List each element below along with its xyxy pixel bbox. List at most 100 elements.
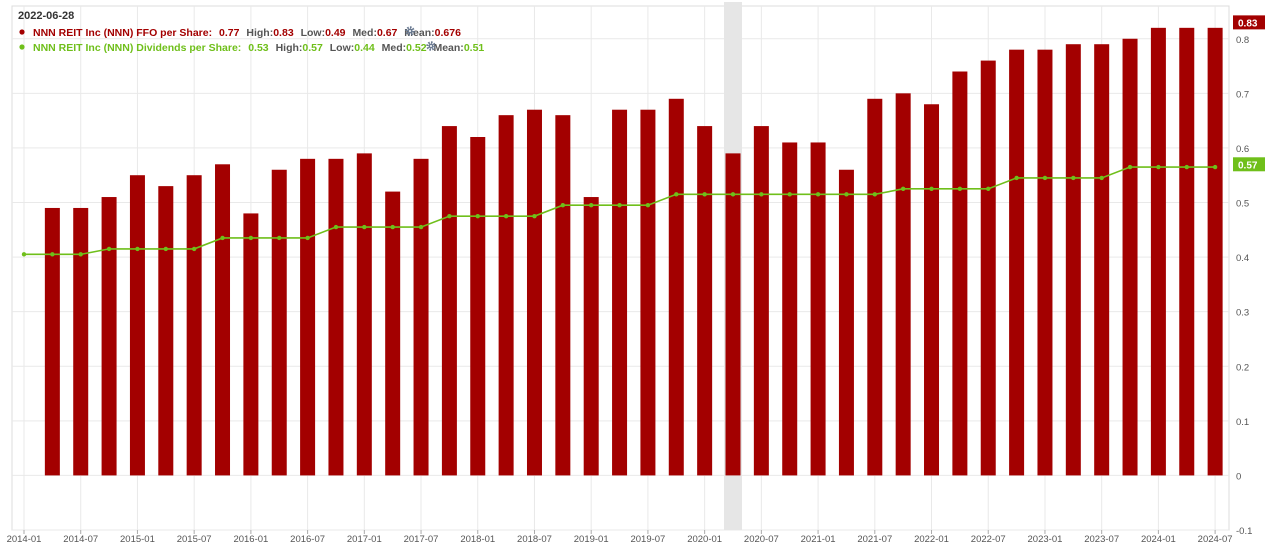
dividends-line-series [21, 164, 1218, 257]
last-value-labels: 0.83 0.57 [1233, 15, 1265, 172]
ffo-bar [101, 197, 117, 476]
y-tick-label: 0.8 [1236, 35, 1249, 46]
dividends-point [50, 252, 55, 257]
x-tick-label: 2022-07 [971, 534, 1006, 545]
x-tick-label: 2015-07 [177, 534, 212, 545]
ffo-bar [867, 98, 883, 476]
x-tick-label: 2014-07 [63, 534, 98, 545]
dividends-point [1212, 164, 1218, 170]
ffo-bar [385, 191, 401, 476]
dividends-point [1042, 175, 1048, 181]
svg-text:NNN REIT Inc (NNN) FFO per Sha: NNN REIT Inc (NNN) FFO per Share: 0.77 H… [33, 27, 461, 39]
ffo-bar [924, 104, 940, 476]
legend-stat-label: High: [246, 27, 273, 39]
legend-stat-value: 0.676 [435, 27, 461, 39]
dividends-point [362, 224, 367, 230]
ffo-bar [498, 115, 514, 476]
ffo-bar [838, 169, 854, 476]
y-tick-label: 0.1 [1236, 417, 1249, 428]
x-tick-label: 2019-07 [630, 534, 665, 545]
ffo-bar [470, 137, 486, 476]
y-tick-label: -0.1 [1236, 526, 1252, 537]
legend-entry-dividends: NNN REIT Inc (NNN) Dividends per Share: … [19, 41, 484, 54]
x-tick-label: 2021-01 [801, 534, 836, 545]
dividends-point [645, 203, 651, 208]
ffo-bar [328, 158, 344, 476]
x-tick-label: 2022-01 [914, 534, 949, 545]
dividends-point [78, 252, 83, 257]
dividends-point [1071, 175, 1076, 181]
ffo-bar [300, 158, 316, 476]
ffo-bar [1122, 38, 1138, 476]
legend-stat-label: Mean: [433, 42, 463, 54]
ffo-bar [810, 142, 826, 476]
y-tick-label: 0.3 [1236, 308, 1249, 319]
ffo-bar-series [44, 27, 1223, 476]
ffo-bar [413, 158, 429, 476]
dividends-point [248, 235, 254, 241]
ffo-bar [186, 175, 202, 476]
dividends-point [957, 186, 963, 192]
y-tick-label: 0.7 [1236, 89, 1249, 100]
dividends-point [1014, 175, 1019, 181]
dividends-point [503, 213, 509, 219]
x-tick-label: 2016-01 [233, 534, 268, 545]
legend-entry-ffo: NNN REIT Inc (NNN) FFO per Share: 0.77 H… [19, 26, 461, 39]
legend-value-dividends: 0.53 [248, 42, 269, 54]
x-tick-label: 2018-01 [460, 534, 495, 545]
x-tick-label: 2023-07 [1084, 534, 1119, 545]
ffo-bar [129, 175, 145, 476]
dividends-point [1156, 164, 1161, 170]
x-tick-label: 2019-01 [574, 534, 609, 545]
dividends-point [759, 192, 764, 197]
dividends-point [844, 192, 849, 197]
legend-stat-label: Low: [301, 27, 326, 39]
dividends-last-value-bg [1233, 157, 1265, 172]
ffo-bar [1037, 49, 1053, 476]
chart-header: 2022-06-28 NNN REIT Inc (NNN) FFO per Sh… [18, 10, 484, 54]
ffo-bar [555, 115, 571, 476]
ffo-bar [668, 98, 684, 476]
ffo-bar [782, 142, 798, 476]
x-tick-label: 2024-01 [1141, 534, 1176, 545]
axis-layer: -0.1 0 0.1 0.2 0.3 0.4 0.5 0.6 0.7 0.8 2014-01 2014… [7, 35, 1253, 545]
legend-stat-value: 0.67 [377, 27, 398, 39]
dividends-point [1099, 175, 1104, 181]
x-tick-label: 2014-01 [7, 534, 42, 545]
legend-stat-value: 0.51 [464, 42, 485, 54]
dividends-last-value: 0.57 [1233, 157, 1265, 172]
svg-text:NNN REIT Inc (NNN) Dividends p: NNN REIT Inc (NNN) Dividends per Share: … [33, 42, 484, 54]
ffo-bar [1065, 44, 1081, 476]
dividends-point [191, 246, 197, 252]
dividends-point [560, 203, 566, 208]
dividends-point [305, 235, 310, 241]
dividends-point [532, 213, 537, 219]
legend-stat-value: 0.57 [302, 42, 323, 54]
ffo-bar [44, 207, 60, 476]
ffo-bar [243, 213, 259, 476]
ffo-bar [583, 197, 599, 476]
legend-label-dividends: NNN REIT Inc (NNN) Dividends per Share: [33, 42, 241, 54]
legend-stat-value: 0.49 [325, 27, 346, 39]
legend-stat-value: 0.52 [406, 42, 427, 54]
dividends-point [21, 252, 27, 257]
dividends-point [900, 186, 906, 192]
dividends-point [220, 235, 225, 241]
x-tick-label: 2017-01 [347, 534, 382, 545]
dividends-point [589, 203, 594, 208]
x-tick-label: 2024-07 [1198, 534, 1233, 545]
header-date: 2022-06-28 [18, 10, 74, 22]
ffo-bar [697, 126, 713, 476]
x-tick-label: 2016-07 [290, 534, 325, 545]
x-tick-label: 2015-01 [120, 534, 155, 545]
ffo-bar [1150, 27, 1166, 476]
y-tick-label: 0.2 [1236, 362, 1249, 373]
legend-stat-label: Med: [352, 27, 377, 39]
ffo-bar [980, 60, 996, 476]
legend-stat-value: 0.44 [354, 42, 375, 54]
y-tick-label: 0.5 [1236, 199, 1249, 210]
ffo-bar [640, 109, 656, 476]
dividends-point [390, 224, 395, 230]
legend-stat-label: High: [276, 42, 303, 54]
dividends-point [106, 246, 112, 252]
